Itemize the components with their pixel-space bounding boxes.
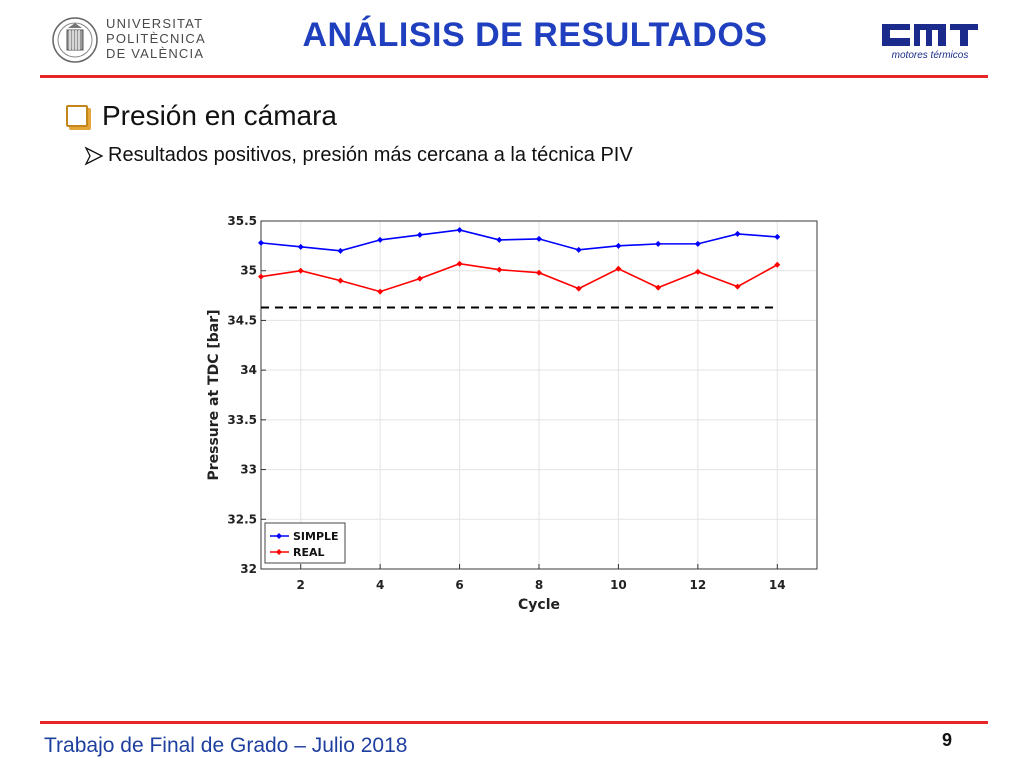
y-tick-label: 33	[240, 463, 257, 477]
y-tick-label: 35.5	[227, 214, 257, 228]
y-tick-label: 33.5	[227, 413, 257, 427]
data-point-simple	[377, 236, 384, 243]
header-divider	[40, 75, 988, 78]
data-point-real	[416, 275, 423, 282]
cmt-logo-mark-icon	[882, 24, 978, 46]
x-axis-label: Cycle	[518, 597, 560, 613]
data-point-real	[456, 260, 463, 267]
data-point-simple	[575, 246, 582, 253]
data-point-real	[536, 269, 542, 276]
upv-crest-icon	[52, 17, 98, 63]
data-point-simple	[496, 236, 503, 243]
legend-marker-simple	[276, 533, 282, 539]
checkbox-bullet-icon	[66, 105, 88, 127]
cmt-logo: motores térmicos	[880, 20, 980, 64]
y-tick-label: 34	[240, 363, 257, 377]
data-point-real	[734, 283, 741, 290]
series-line-simple	[260, 229, 778, 252]
arrow-bullet-icon	[84, 146, 104, 165]
legend-label-simple: SIMPLE	[293, 530, 339, 543]
data-point-real	[337, 277, 344, 284]
data-point-simple	[774, 233, 781, 240]
bullet-2-text: Resultados positivos, presión más cercan…	[108, 144, 633, 166]
cmt-subtitle: motores térmicos	[891, 50, 969, 61]
data-point-simple	[694, 240, 701, 247]
upv-line-2: POLITÈCNICA	[106, 31, 206, 46]
upv-line-1: UNIVERSITAT	[106, 16, 204, 31]
y-tick-label: 35	[240, 264, 257, 278]
x-tick-label: 10	[610, 578, 627, 592]
data-point-real	[694, 268, 701, 275]
y-tick-label: 32	[240, 562, 257, 576]
footer-text: Trabajo de Final de Grado – Julio 2018	[44, 734, 408, 757]
data-point-simple	[655, 240, 662, 247]
slide-title: ANÁLISIS DE RESULTADOS	[302, 16, 768, 54]
data-point-simple	[734, 230, 741, 237]
legend-marker-real	[276, 549, 282, 555]
x-tick-label: 8	[535, 578, 543, 592]
data-point-simple	[536, 235, 542, 242]
legend-box	[264, 522, 346, 564]
x-tick-label: 6	[455, 578, 463, 592]
data-point-real	[615, 265, 622, 272]
data-point-simple	[297, 243, 304, 250]
pressure-chart: 2 4 6 8 10 12 14 32 32.5 33 33.5 34 34.5 35 35.5 Cycle P…	[196, 208, 826, 616]
y-tick-label: 32.5	[227, 512, 257, 526]
x-tick-label: 2	[297, 578, 305, 592]
data-point-real	[377, 288, 384, 295]
upv-wordmark: UNIVERSITAT POLITÈCNICA DE VALÈNCIA	[106, 16, 206, 61]
y-axis-label: Pressure at TDC [bar]	[206, 309, 222, 480]
data-point-real	[655, 284, 662, 291]
legend-label-real: REAL	[293, 546, 325, 559]
data-point-real	[496, 266, 503, 273]
x-tick-label: 14	[769, 578, 786, 592]
data-point-simple	[456, 226, 463, 233]
data-point-simple	[615, 242, 622, 249]
bullet-1-text: Presión en cámara	[102, 100, 338, 131]
chart-svg: 2 4 6 8 10 12 14 32 32.5 33 33.5 34 34.5 35 35.5 Cycle P…	[206, 214, 818, 613]
series-line-real	[260, 262, 778, 293]
x-tick-label: 12	[690, 578, 707, 592]
data-point-simple	[258, 239, 264, 246]
data-point-real	[297, 267, 304, 274]
x-tick-label: 4	[376, 578, 384, 592]
data-point-simple	[337, 247, 344, 254]
data-point-real	[258, 273, 264, 280]
data-point-real	[774, 261, 781, 268]
bullet-level-2: Resultados positivos, presión más cercan…	[84, 144, 633, 167]
y-tick-label: 34.5	[227, 313, 257, 327]
bullet-level-1: Presión en cámara	[66, 100, 337, 132]
upv-logo: UNIVERSITAT POLITÈCNICA DE VALÈNCIA	[52, 14, 222, 66]
page-number: 9	[942, 730, 953, 750]
data-point-simple	[416, 231, 423, 238]
data-point-real	[575, 285, 582, 292]
footer-divider	[40, 721, 988, 724]
upv-line-3: DE VALÈNCIA	[106, 46, 205, 61]
